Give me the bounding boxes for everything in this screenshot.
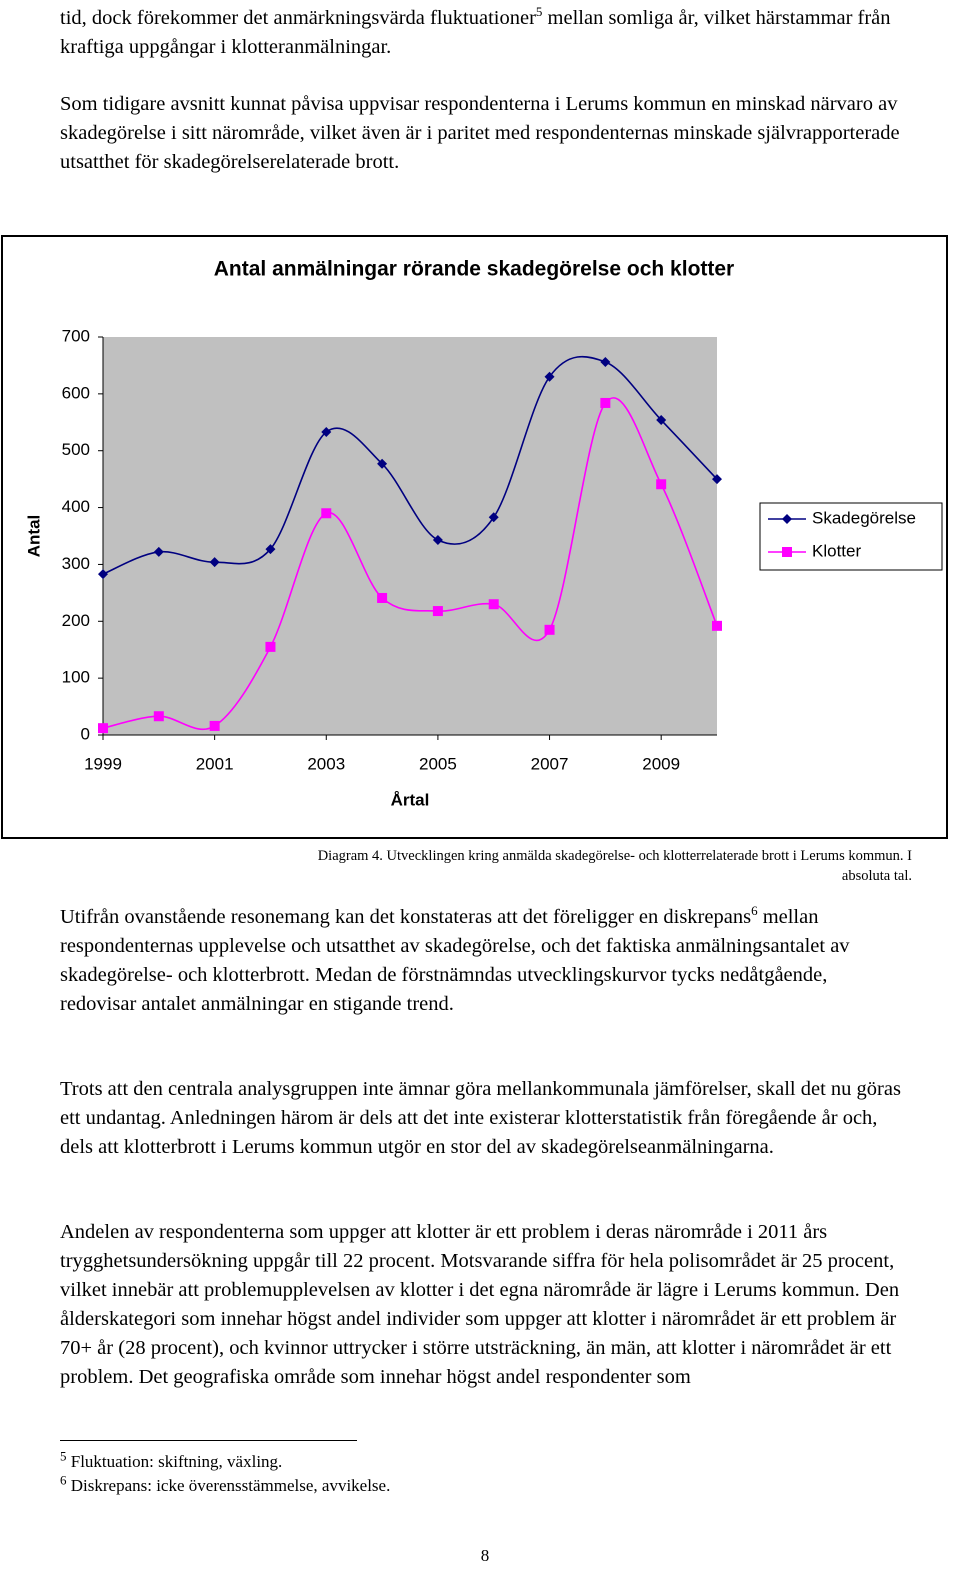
- marker: [265, 641, 276, 652]
- y-tick-label: 0: [81, 724, 90, 743]
- y-tick-label: 100: [62, 668, 90, 687]
- x-axis-title: Årtal: [391, 790, 430, 809]
- y-tick-label: 500: [62, 440, 90, 459]
- marker: [656, 479, 667, 490]
- footnote: 5 Fluktuation: skiftning, växling.: [60, 1449, 283, 1472]
- legend-marker: [782, 514, 792, 524]
- marker: [488, 599, 499, 610]
- footnote-number: 5: [60, 1448, 67, 1464]
- marker: [265, 544, 276, 555]
- marker: [712, 474, 722, 485]
- marker: [153, 546, 164, 557]
- y-tick-label: 200: [62, 611, 90, 630]
- legend-label: Klotter: [812, 541, 861, 560]
- y-axis-title: Antal: [24, 515, 43, 558]
- marker: [432, 606, 443, 617]
- paragraph: Som tidigare avsnitt kunnat påvisa uppvi…: [60, 93, 900, 173]
- footnote-text: Fluktuation: skiftning, växling.: [70, 1452, 283, 1471]
- paragraph: Andelen av respondenterna som uppger att…: [60, 1221, 900, 1388]
- marker: [656, 415, 667, 426]
- legend-marker: [782, 547, 792, 557]
- footnote-text: Diskrepans: icke överensstämmelse, avvik…: [70, 1476, 391, 1495]
- marker: [98, 569, 108, 580]
- y-tick-label: 700: [62, 326, 90, 345]
- chart-title: Antal anmälningar rörande skadegörelse o…: [214, 258, 734, 281]
- footnote-ref: 5: [535, 4, 543, 20]
- chart: Antal anmälningar rörande skadegörelse o…: [1, 235, 948, 839]
- page-number: 8: [480, 1546, 490, 1565]
- x-tick-label: 2007: [531, 754, 569, 773]
- marker: [209, 720, 220, 731]
- x-tick-label: 2005: [419, 754, 457, 773]
- caption: Diagram 4. Utvecklingen kring anmälda sk…: [317, 848, 912, 884]
- footnote-ref: 6: [751, 903, 758, 919]
- marker: [377, 458, 388, 469]
- legend-label: Skadegörelse: [812, 508, 916, 527]
- y-tick-label: 300: [62, 554, 90, 573]
- marker: [544, 371, 555, 382]
- marker: [209, 557, 220, 568]
- marker: [432, 534, 443, 545]
- x-tick-label: 2001: [196, 754, 234, 773]
- text: mellan respondenternas upplevelse och ut…: [60, 906, 850, 1015]
- marker: [153, 711, 164, 722]
- marker: [98, 723, 108, 734]
- marker: [488, 512, 499, 523]
- y-tick-label: 600: [62, 383, 90, 402]
- marker: [321, 508, 332, 519]
- marker: [712, 620, 722, 631]
- footnote: 6 Diskrepans: icke överensstämmelse, avv…: [60, 1473, 391, 1496]
- x-tick-label: 2003: [307, 754, 345, 773]
- paragraph: Utifrån ovanstående resonemang kan det k…: [60, 903, 908, 1019]
- text: mellan somliga år, vilket härstammar frå…: [60, 7, 891, 58]
- text: tid, dock förekommer det anmärkningsvärd…: [60, 7, 536, 29]
- x-tick-label: 2009: [642, 754, 680, 773]
- marker: [544, 624, 555, 635]
- legend-box: [759, 502, 943, 571]
- text: Utifrån ovanstående resonemang kan det k…: [60, 906, 752, 928]
- plot-area: [103, 337, 717, 735]
- marker: [377, 592, 388, 603]
- x-tick-label: 1999: [84, 754, 122, 773]
- marker: [600, 397, 611, 408]
- paragraph: tid, dock förekommer det anmärkningsvärd…: [60, 4, 908, 62]
- marker: [321, 426, 332, 437]
- footnote-rule: [60, 1440, 357, 1441]
- marker: [600, 357, 611, 368]
- y-tick-label: 400: [62, 497, 90, 516]
- paragraph: Trots att den centrala analysgruppen int…: [60, 1078, 901, 1158]
- footnote-number: 6: [60, 1472, 67, 1488]
